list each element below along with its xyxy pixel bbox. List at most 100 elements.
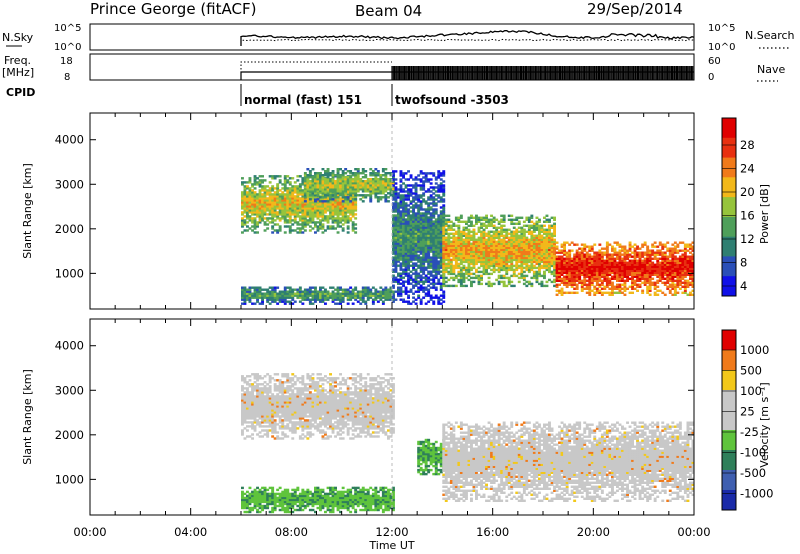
echo-cell xyxy=(331,292,335,295)
echo-cell xyxy=(510,268,514,272)
echo-cell xyxy=(258,195,262,198)
echo-cell xyxy=(351,302,355,305)
echo-cell xyxy=(334,174,337,177)
echo-cell xyxy=(467,254,471,258)
echo-cell xyxy=(553,260,556,264)
echo-cell xyxy=(291,209,295,212)
echo-cell xyxy=(392,268,395,271)
echo-cell xyxy=(568,261,572,264)
echo-cell xyxy=(376,192,380,195)
echo-cell xyxy=(351,215,355,218)
echo-cell xyxy=(527,226,531,229)
echo-cell xyxy=(578,267,582,270)
echo-cell xyxy=(256,203,259,206)
echo-cell xyxy=(354,178,358,181)
echo-cell xyxy=(271,205,275,208)
echo-cell xyxy=(412,198,415,201)
echo-cell xyxy=(326,194,330,197)
echo-cell xyxy=(402,194,405,197)
echo-cell xyxy=(248,298,252,301)
echo-cell xyxy=(427,204,431,207)
echo-cell xyxy=(477,228,481,231)
echo-cell xyxy=(422,244,426,247)
echo-cell xyxy=(618,263,622,266)
echo-cell xyxy=(364,176,368,179)
echo-cell xyxy=(384,294,388,297)
echo-cell xyxy=(631,269,634,272)
echo-cell xyxy=(595,253,599,256)
echo-cell xyxy=(457,244,461,247)
echo-cell xyxy=(575,287,579,290)
echo-cell xyxy=(293,229,297,232)
echo-cell xyxy=(273,298,277,301)
echo-cell xyxy=(480,216,483,219)
echo-cell xyxy=(578,281,582,284)
echo-cell xyxy=(303,211,307,214)
echo-cell xyxy=(399,170,403,173)
echo-cell xyxy=(449,228,453,231)
echo-cell xyxy=(636,267,639,270)
echo-cell xyxy=(532,260,536,264)
echo-cell xyxy=(588,269,592,272)
echo-cell xyxy=(442,186,446,189)
echo-cell xyxy=(437,218,441,221)
echo-cell xyxy=(522,236,526,239)
echo-cell xyxy=(492,232,496,235)
echo-cell xyxy=(346,191,350,194)
echo-cell xyxy=(573,281,577,284)
echo-cell xyxy=(621,259,624,262)
echo-cell xyxy=(266,290,270,293)
echo-cell xyxy=(613,247,617,250)
echo-cell xyxy=(397,250,400,253)
echo-cell xyxy=(298,219,302,222)
echo-cell xyxy=(268,189,272,192)
echo-cell xyxy=(422,248,426,251)
echo-cell xyxy=(422,230,426,233)
echo-cell xyxy=(422,208,426,211)
echo-cell xyxy=(397,220,400,223)
echo-cell xyxy=(638,255,642,258)
echo-cell xyxy=(505,254,509,258)
echo-cell xyxy=(434,182,438,185)
echo-cell xyxy=(261,288,264,291)
echo-cell xyxy=(402,254,405,257)
echo-cell xyxy=(623,257,627,260)
echo-cell xyxy=(432,240,436,243)
echo-cell xyxy=(392,178,395,181)
echo-cell xyxy=(258,205,262,208)
echo-cell xyxy=(555,241,559,244)
echo-cell xyxy=(321,178,325,181)
echo-cell xyxy=(490,252,493,256)
echo-cell xyxy=(538,250,541,253)
echo-cell xyxy=(424,242,428,245)
echo-cell xyxy=(271,195,275,198)
echo-cell xyxy=(324,205,327,208)
echo-cell xyxy=(381,302,385,305)
echo-cell xyxy=(480,242,483,245)
echo-cell xyxy=(346,193,350,196)
nsearch-tick-top: 10^5 xyxy=(708,23,735,34)
echo-cell xyxy=(409,264,413,267)
echo-cell xyxy=(470,246,473,249)
echo-cell xyxy=(402,244,405,247)
echo-cell xyxy=(578,251,582,254)
echo-cell xyxy=(301,177,305,180)
echo-cell xyxy=(517,216,521,219)
echo-cell xyxy=(548,242,551,245)
echo-cell xyxy=(459,214,463,217)
echo-cell xyxy=(412,220,415,223)
echo-cell xyxy=(344,217,348,220)
beam-label: Beam 04 xyxy=(355,2,422,20)
echo-cell xyxy=(266,197,270,200)
echo-cell xyxy=(283,199,287,202)
echo-cell xyxy=(633,273,637,276)
echo-cell xyxy=(611,269,614,272)
echo-cell xyxy=(251,217,254,220)
echo-cell xyxy=(399,216,403,219)
echo-cell xyxy=(404,262,408,265)
echo-cell xyxy=(419,212,423,215)
echo-cell xyxy=(452,224,456,227)
echo-cell xyxy=(427,292,431,295)
echo-cell xyxy=(407,208,410,211)
echo-cell xyxy=(329,203,332,206)
